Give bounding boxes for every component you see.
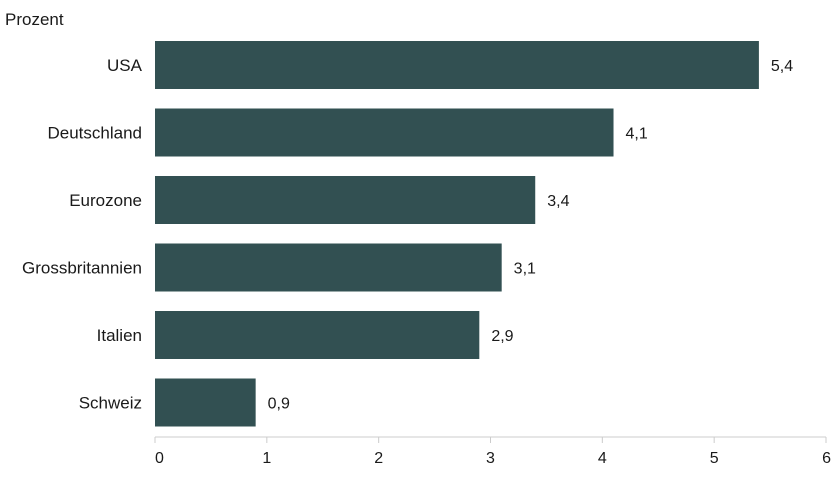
x-tick-label-5: 5 xyxy=(710,450,719,467)
value-label-2: 3,4 xyxy=(547,193,569,210)
category-label-3: Grossbritannien xyxy=(22,259,142,278)
value-label-1: 4,1 xyxy=(626,126,648,143)
x-tick-label-6: 6 xyxy=(822,450,831,467)
category-label-5: Schweiz xyxy=(79,394,142,413)
bars-group: USA 5,4 Deutschland 4,1 Eurozone 3,4 Grossbrit… xyxy=(22,41,793,427)
bar-5 xyxy=(155,378,256,427)
x-tick-label-0: 0 xyxy=(155,450,164,467)
bar-4 xyxy=(155,311,480,359)
value-label-3: 3,1 xyxy=(514,261,536,278)
category-label-2: Eurozone xyxy=(69,191,142,210)
x-axis: 0 1 2 3 4 5 6 xyxy=(154,436,831,467)
bar-2 xyxy=(155,176,536,224)
unit-label: Prozent xyxy=(5,10,64,29)
bar-1 xyxy=(155,108,614,157)
bar-0 xyxy=(155,41,759,89)
x-tick-label-1: 1 xyxy=(262,450,271,467)
category-label-0: USA xyxy=(107,56,143,75)
value-label-5: 0,9 xyxy=(268,396,290,413)
x-tick-label-4: 4 xyxy=(598,450,607,467)
category-label-4: Italien xyxy=(97,326,142,345)
bar-3 xyxy=(155,243,502,292)
category-label-1: Deutschland xyxy=(47,124,142,143)
x-tick-label-3: 3 xyxy=(486,450,495,467)
x-tick-label-2: 2 xyxy=(374,450,383,467)
value-label-0: 5,4 xyxy=(771,58,793,75)
value-label-4: 2,9 xyxy=(491,328,513,345)
